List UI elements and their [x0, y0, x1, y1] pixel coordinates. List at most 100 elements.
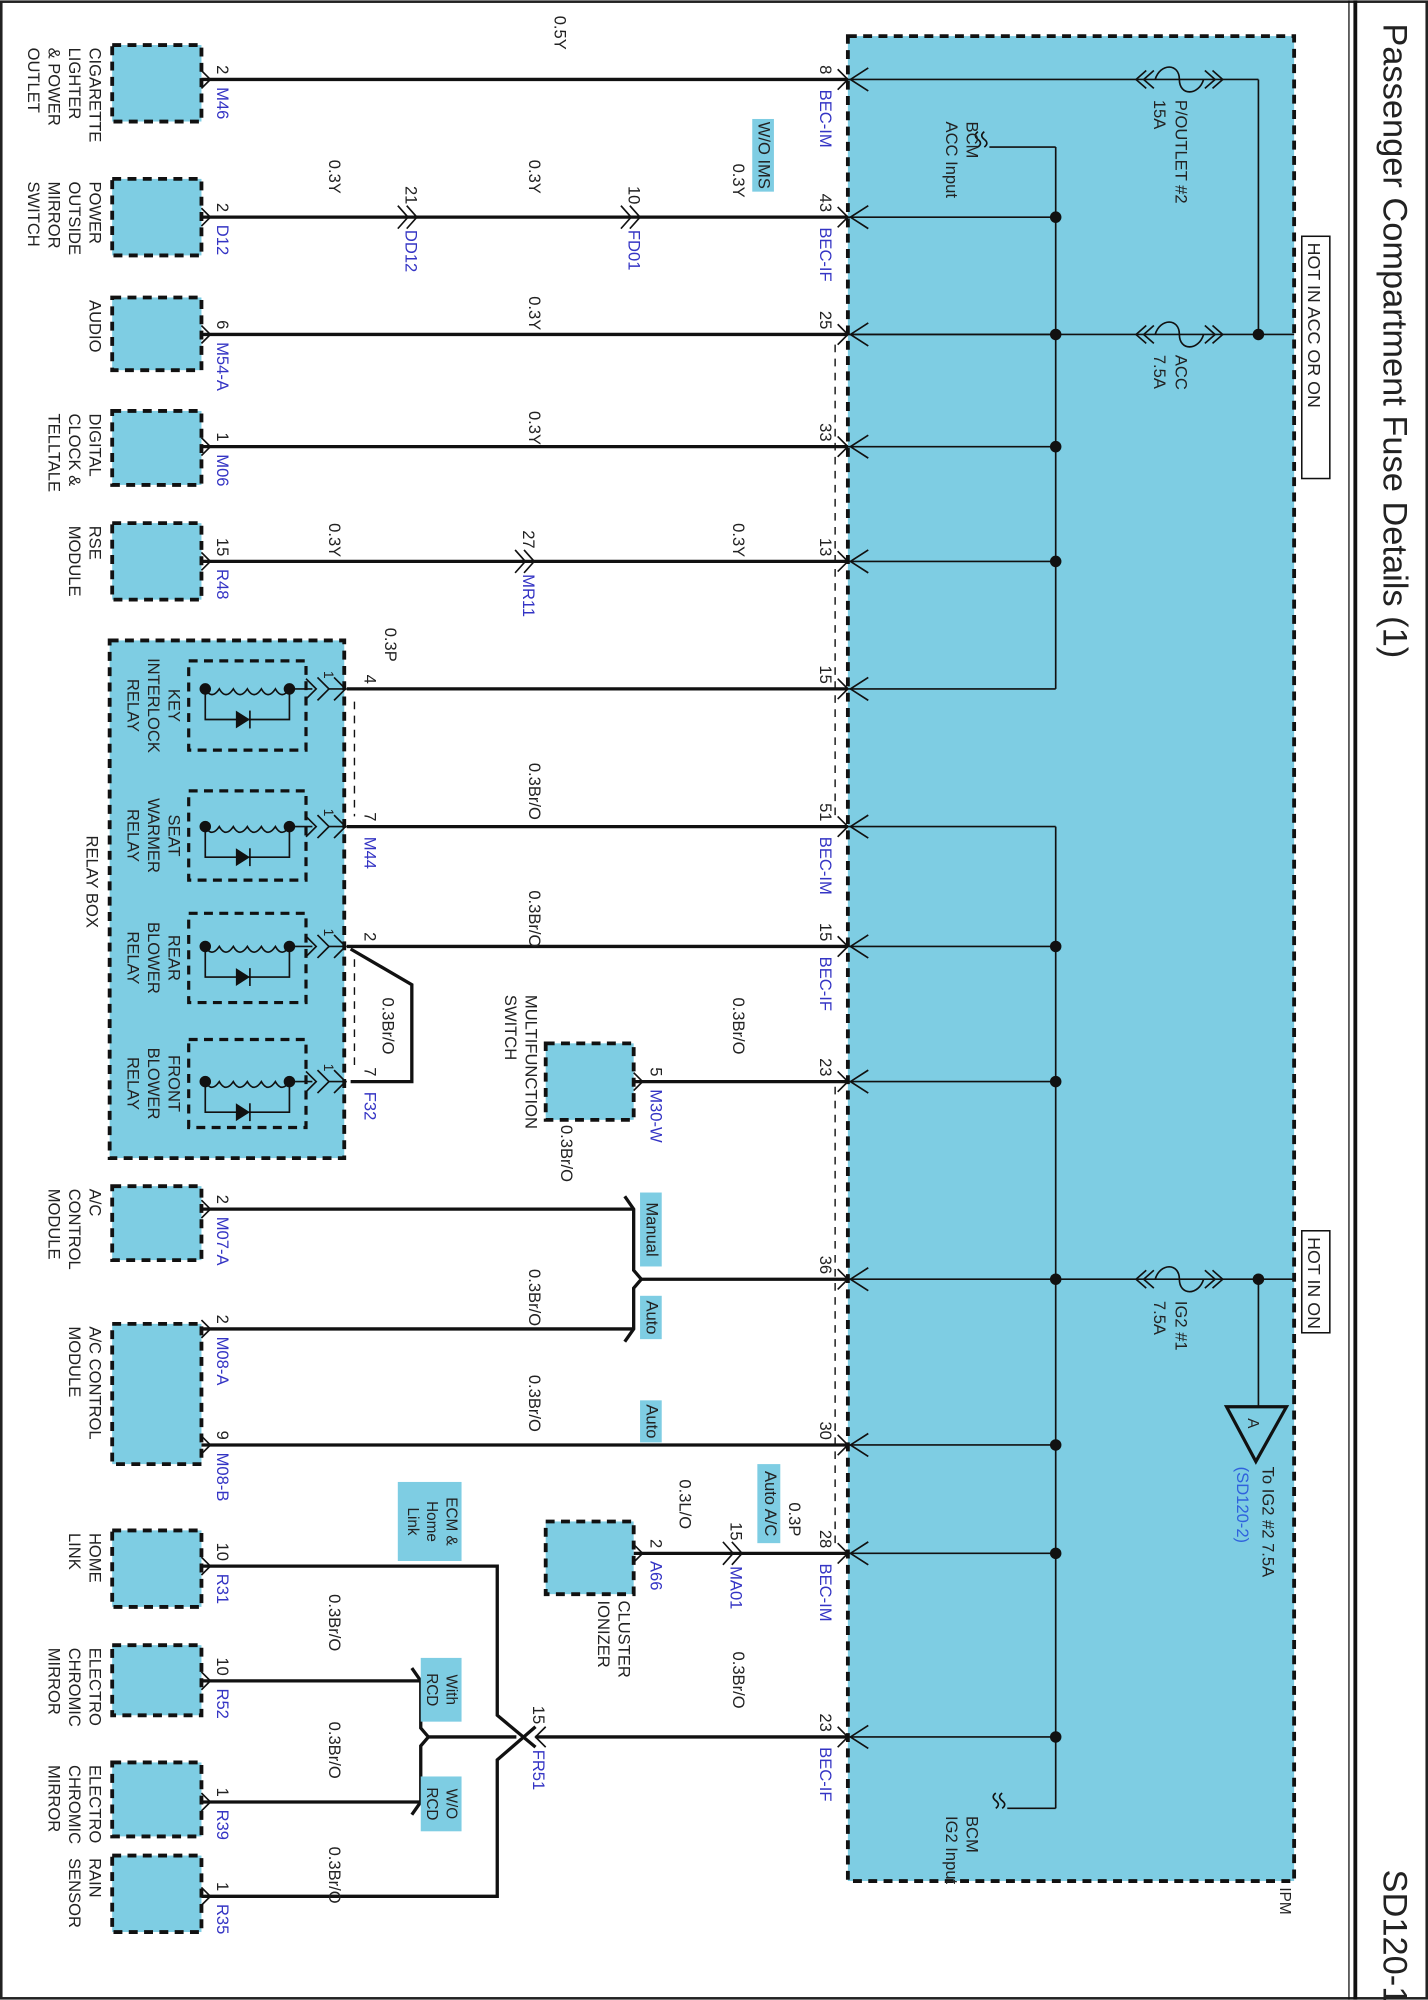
component-pin-number: 9 — [213, 1431, 232, 1440]
relay-label: BLOWER — [144, 922, 163, 994]
inline-connector-pin: 15 — [529, 1706, 548, 1724]
component-connector-name: M54-A — [213, 342, 232, 392]
ipm-pin-icon — [848, 322, 869, 347]
relay-label: KEY — [164, 689, 183, 722]
component-label: & POWER — [44, 48, 63, 126]
relay-inner-pin: 1 — [321, 1064, 337, 1072]
connector-pin-icon — [200, 324, 212, 344]
splice-dot — [283, 1075, 296, 1088]
bcm-ig2-input-label: BCM — [962, 1816, 981, 1853]
component-label: LINK — [65, 1533, 84, 1570]
option-label: Link — [404, 1507, 421, 1535]
option-label: Home — [423, 1501, 440, 1542]
component-label: DIGITAL — [85, 414, 104, 477]
relay-label: WARMER — [144, 798, 163, 873]
component-label: MODULE — [44, 1189, 63, 1260]
wire-color-label: 0.3Br/O — [378, 997, 397, 1054]
option-label-box — [640, 1295, 662, 1340]
ipm-pin-number: 25 — [816, 311, 835, 329]
component-label: MULTIFUNCTION — [521, 995, 540, 1129]
fuse-acc-icon — [1204, 324, 1217, 344]
ref-link[interactable]: (SD120-2) — [1233, 1467, 1252, 1543]
option-label: ECM & — [442, 1497, 459, 1545]
connector-pin-icon — [200, 207, 212, 227]
splice-dot — [1049, 1731, 1062, 1743]
splice-dot — [1049, 211, 1062, 223]
component-box — [110, 409, 204, 487]
fuse-rating: 7.5A — [1150, 355, 1169, 390]
component-label: CHROMIC — [65, 1648, 84, 1727]
relay-connector-name: M44 — [361, 837, 380, 869]
option-label: W/O IMS — [755, 122, 774, 189]
component-connector-name: R39 — [213, 1810, 232, 1840]
component-box — [110, 1760, 204, 1839]
splice-dot — [1049, 440, 1062, 453]
component-label: MODULE — [65, 1326, 84, 1397]
ipm-pin-icon — [848, 676, 869, 702]
ipm-pin-number: 23 — [816, 1713, 835, 1731]
component-label: POWER — [85, 181, 104, 244]
wire-color-label: 0.3Br/O — [729, 997, 748, 1054]
inline-connector-icon — [534, 1726, 547, 1748]
relay-label: INTERLOCK — [144, 658, 163, 753]
ipm-pin-number: 43 — [816, 194, 835, 212]
component-pin-number: 2 — [646, 1539, 665, 1548]
inline-connector-icon — [620, 205, 633, 230]
component-label: SWITCH — [24, 181, 43, 246]
ipm-pin-number: 30 — [816, 1421, 835, 1439]
relay-coil-icon — [204, 825, 291, 834]
splice-dot — [1049, 328, 1062, 341]
splice-dot — [283, 683, 296, 695]
component-pin-number: 2 — [213, 203, 232, 212]
fuse-rating: 7.5A — [1150, 1301, 1169, 1336]
connector-pin-icon — [200, 1435, 212, 1455]
wire — [349, 947, 414, 1084]
wire — [201, 1725, 537, 1898]
component-label: OUTLET — [24, 48, 43, 113]
ipm-pin-icon — [848, 1267, 869, 1292]
inline-connector-name: FR51 — [529, 1750, 548, 1791]
option-label-box — [752, 118, 774, 192]
ipm-pin-number: 8 — [816, 65, 835, 74]
ipm-pin-icon — [848, 814, 869, 839]
relay-label: RELAY — [124, 809, 143, 862]
wire-color-label: 0.3Br/O — [557, 1125, 576, 1182]
bcm-acc-input-label: BCM — [962, 122, 981, 159]
splice-dot — [1049, 1075, 1062, 1088]
fuse-rating: 15A — [1150, 100, 1169, 130]
component-label: RAIN — [85, 1858, 104, 1898]
component-label: MIRROR — [44, 181, 63, 248]
connector-pin-icon — [200, 551, 212, 571]
inline-connector-icon — [514, 549, 527, 574]
wire-color-label: 0.3Y — [525, 411, 544, 445]
component-pin-number: 10 — [213, 1543, 232, 1561]
inline-connector-name: FD01 — [625, 230, 644, 271]
connector-pin-icon — [200, 437, 212, 457]
component-label: CONTROL — [65, 1189, 84, 1270]
splice-dot — [283, 820, 296, 833]
option-label-box — [420, 1657, 462, 1722]
ipm-connector-name: BEC-IM — [816, 1564, 835, 1622]
component-box — [110, 176, 204, 258]
inline-connector-icon — [629, 205, 642, 230]
page-title: Passenger Compartment Fuse Details (1) — [1375, 23, 1413, 658]
component-label: CIGARETTE — [85, 48, 104, 143]
connector-pin-icon — [200, 1556, 212, 1576]
fuse-acc-icon — [1134, 324, 1147, 344]
ipm-pin-number: 28 — [816, 1530, 835, 1548]
component-box — [543, 1519, 636, 1597]
splice-dot — [199, 820, 212, 833]
wire-color-label: 0.3Br/O — [525, 890, 544, 947]
ipm-connector-name: BEC-IF — [816, 227, 835, 281]
wire-color-label: 0.3Y — [729, 164, 748, 198]
component-connector-name: M08-B — [213, 1453, 232, 1502]
component-label: LIGHTER — [65, 48, 84, 120]
component-box — [110, 1853, 204, 1934]
inline-connector-icon — [523, 549, 536, 574]
ipm-connector-name: BEC-IF — [816, 957, 835, 1011]
option-label: W/O — [442, 1789, 459, 1820]
component-label: HOME — [85, 1533, 104, 1583]
power-label-acc-or-on: HOT IN ACC OR ON — [1304, 243, 1324, 408]
component-label: SENSOR — [65, 1858, 84, 1928]
relay-inner-pin: 1 — [321, 928, 337, 936]
